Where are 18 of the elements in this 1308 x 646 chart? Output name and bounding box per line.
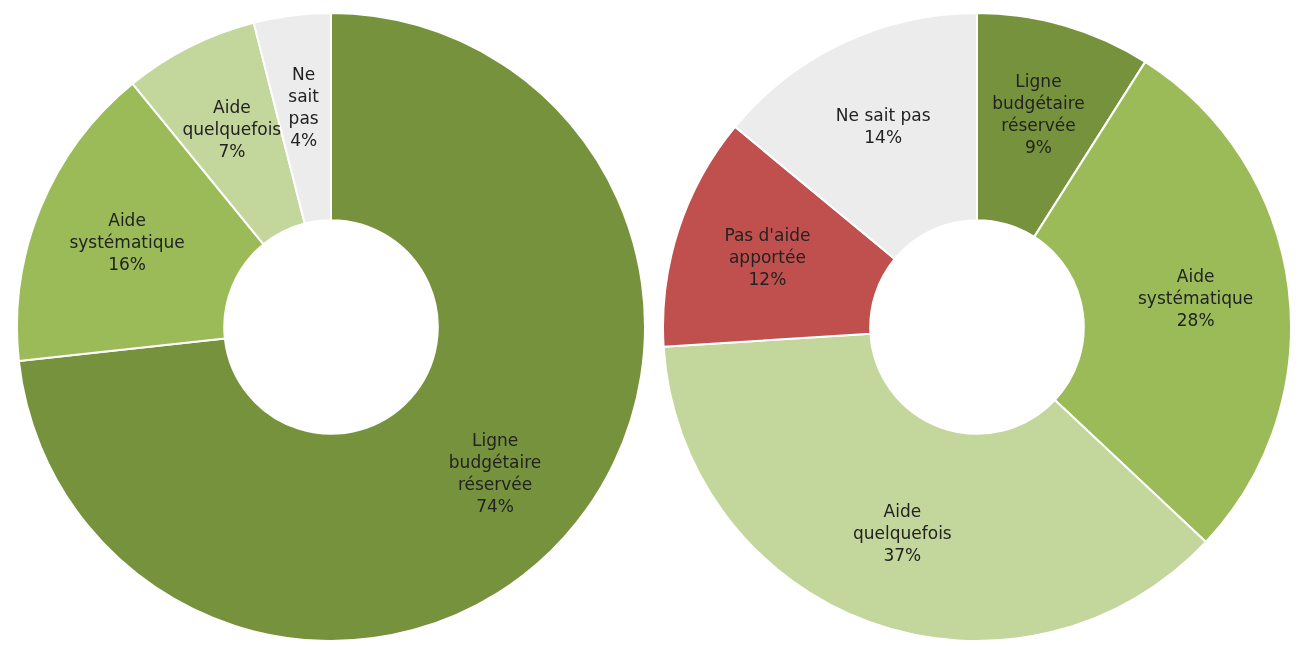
data-label: 14% (864, 127, 903, 148)
data-label: 9% (1024, 136, 1052, 157)
slice-label: Aide quelquefois (852, 500, 952, 543)
data-label: 28% (1176, 309, 1215, 330)
data-label: 16% (108, 253, 146, 274)
data-label: 4% (290, 129, 318, 150)
slice-label: Aide quelquefois (182, 96, 282, 139)
data-label: 7% (218, 140, 246, 161)
slice-label: Ligne budgétaire réservée (992, 70, 1085, 135)
slice-label: Aide systématique (69, 209, 185, 252)
slice-label: Ne sait pas (835, 105, 931, 126)
data-label: 74% (476, 495, 514, 516)
slice-label: Ligne budgétaire réservée (448, 429, 542, 494)
slice-label: Ne sait pas (288, 63, 320, 128)
slice-label: Aide systématique (1137, 265, 1254, 308)
data-label: 12% (748, 269, 787, 290)
slice-label: Pas d'aide apportée (724, 225, 811, 268)
data-label: 37% (883, 544, 922, 565)
